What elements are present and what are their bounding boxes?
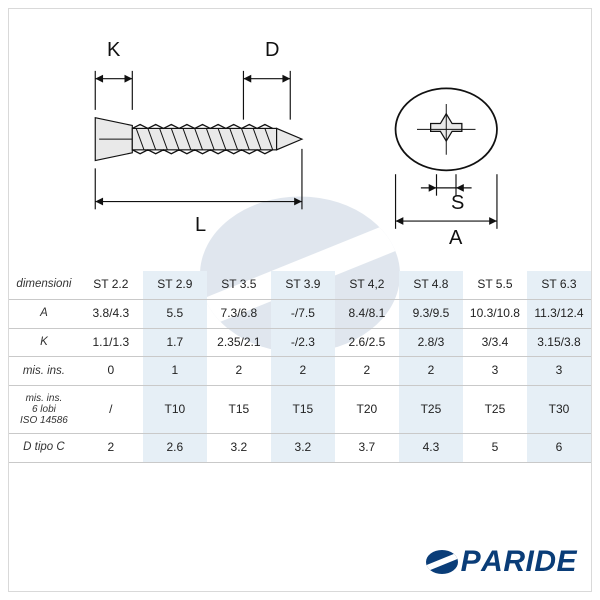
row-label: dimensioni [9,271,79,299]
label-d: D [265,39,279,62]
table-row: mis. ins.6 lobiISO 14586/T10T15T15T20T25… [9,386,591,434]
logo-icon [425,549,459,575]
table-cell: 1 [143,357,207,386]
table-cell: 9.3/9.5 [399,299,463,328]
table-cell: 5 [463,434,527,463]
table-cell: 2 [399,357,463,386]
technical-diagram: K D L S A [27,29,573,259]
table-cell: 3 [527,357,591,386]
column-header: ST 3.5 [207,271,271,299]
table-cell: 2 [207,357,271,386]
column-header: ST 3.9 [271,271,335,299]
table-cell: T20 [335,386,399,434]
label-s: S [451,192,464,215]
table-cell: T10 [143,386,207,434]
table-cell: 2.6 [143,434,207,463]
screw-side-view [95,118,302,161]
table-cell: 3.7 [335,434,399,463]
table-cell: 3.15/3.8 [527,328,591,357]
table-row: mis. ins.01222233 [9,357,591,386]
table-cell: 6 [527,434,591,463]
table-row: A3.8/4.35.57.3/6.8-/7.58.4/8.19.3/9.510.… [9,299,591,328]
row-label: mis. ins. [9,357,79,386]
table-cell: 2 [271,357,335,386]
table-cell: 1.7 [143,328,207,357]
table-cell: -/2.3 [271,328,335,357]
table-cell: 7.3/6.8 [207,299,271,328]
table-cell: 11.3/12.4 [527,299,591,328]
dimension-l [95,149,302,209]
table-cell: 3.8/4.3 [79,299,143,328]
logo-a-icon: A [481,545,503,579]
column-header: ST 5.5 [463,271,527,299]
label-a: A [449,227,462,250]
table-cell: -/7.5 [271,299,335,328]
table-cell: 4.3 [399,434,463,463]
column-header: ST 6.3 [527,271,591,299]
logo-text-left: P [461,545,482,579]
frame: K D L S A dimensioniST 2.2ST 2.9ST 3.5ST… [8,8,592,592]
row-label: K [9,328,79,357]
row-label: mis. ins.6 lobiISO 14586 [9,386,79,434]
table-cell: 0 [79,357,143,386]
table-cell: T15 [207,386,271,434]
logo-text-right: RIDE [503,545,577,579]
table-cell: T15 [271,386,335,434]
table-cell: 2 [335,357,399,386]
table-cell: 2.35/2.1 [207,328,271,357]
table-header-row: dimensioniST 2.2ST 2.9ST 3.5ST 3.9ST 4,2… [9,271,591,299]
table-cell: / [79,386,143,434]
table-cell: 3 [463,357,527,386]
column-header: ST 4,2 [335,271,399,299]
table-cell: T25 [399,386,463,434]
label-k: K [107,39,120,62]
dimension-k [95,71,132,110]
table-row: D tipo C22.63.23.23.74.356 [9,434,591,463]
table-cell: T30 [527,386,591,434]
dimension-a [396,174,497,229]
dimensions-table: dimensioniST 2.2ST 2.9ST 3.5ST 3.9ST 4,2… [9,271,591,463]
table-row: K1.1/1.31.72.35/2.1-/2.32.6/2.52.8/33/3.… [9,328,591,357]
table-cell: 2.6/2.5 [335,328,399,357]
column-header: ST 2.9 [143,271,207,299]
table-cell: 2.8/3 [399,328,463,357]
row-label: A [9,299,79,328]
table-cell: 5.5 [143,299,207,328]
table-cell: 3/3.4 [463,328,527,357]
screw-top-view [396,88,497,170]
brand-logo: PARIDE [425,545,577,579]
table-cell: 8.4/8.1 [335,299,399,328]
column-header: ST 2.2 [79,271,143,299]
table-cell: 10.3/10.8 [463,299,527,328]
table-cell: 3.2 [271,434,335,463]
table-cell: 3.2 [207,434,271,463]
row-label: D tipo C [9,434,79,463]
column-header: ST 4.8 [399,271,463,299]
table-cell: T25 [463,386,527,434]
table-cell: 1.1/1.3 [79,328,143,357]
table-cell: 2 [79,434,143,463]
label-l: L [195,214,206,237]
dimension-d [243,71,290,120]
